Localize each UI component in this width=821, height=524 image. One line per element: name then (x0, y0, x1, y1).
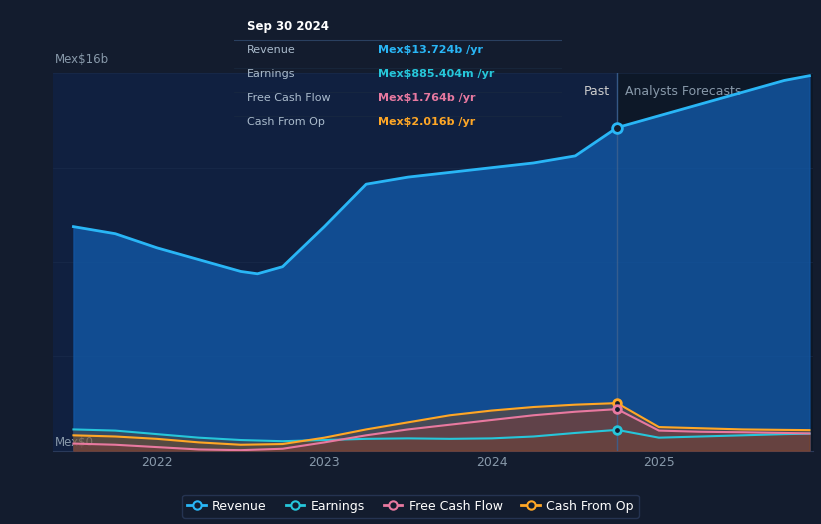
Text: Analysts Forecasts: Analysts Forecasts (625, 85, 741, 97)
Text: Mex$0: Mex$0 (55, 436, 94, 449)
Text: Sep 30 2024: Sep 30 2024 (247, 20, 329, 33)
Text: Mex$13.724b /yr: Mex$13.724b /yr (378, 45, 484, 55)
Legend: Revenue, Earnings, Free Cash Flow, Cash From Op: Revenue, Earnings, Free Cash Flow, Cash … (182, 495, 639, 518)
Text: Cash From Op: Cash From Op (247, 117, 325, 127)
Text: Free Cash Flow: Free Cash Flow (247, 93, 331, 103)
Text: Past: Past (584, 85, 609, 97)
Text: Mex$1.764b /yr: Mex$1.764b /yr (378, 93, 476, 103)
Text: Mex$2.016b /yr: Mex$2.016b /yr (378, 117, 475, 127)
Bar (617, 73, 813, 451)
Bar (53, 73, 617, 451)
Text: Revenue: Revenue (247, 45, 296, 55)
Text: Earnings: Earnings (247, 69, 296, 79)
Text: Mex$16b: Mex$16b (55, 53, 109, 66)
Text: Mex$885.404m /yr: Mex$885.404m /yr (378, 69, 495, 79)
